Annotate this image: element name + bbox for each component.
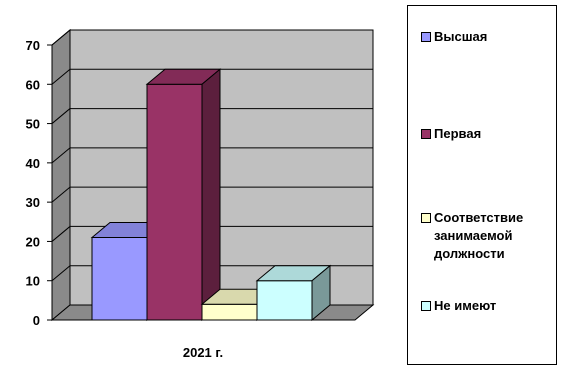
bar-vysshaya-front [91,237,148,321]
gridline-side [51,147,71,164]
legend-item-ne-imeyut: Не имеют [421,297,553,315]
legend-swatch-sootvetstvie [421,213,431,223]
gridline-side [51,226,71,242]
legend-label-sootvetstvie-line1: Соответствие [434,210,524,225]
bar-ne-imeyut-front [256,280,313,321]
bar-sootvetstvie-front [201,303,258,321]
gridline-side [51,108,71,124]
legend-item-sootvetstvie: Соответствие занимаемой должности [421,209,553,263]
y-tick-label: 10 [26,274,40,289]
x-category-label: 2021 г. [183,345,223,360]
gridline-side [51,29,71,46]
gridline-side [51,68,71,85]
legend-item-pervaya: Первая [421,125,553,143]
y-tick-label: 30 [26,195,40,210]
bar-ne-imeyut [255,264,332,322]
bar-chart-3d: 0 10 20 30 40 50 60 70 2021 г. [26,28,375,360]
side-wall [51,28,71,322]
y-tick-label: 50 [26,117,40,132]
gridline-side [51,265,71,282]
y-axis-ticks: 0 10 20 30 40 50 60 70 [26,38,53,328]
gridline-side [51,186,71,203]
bar-pervaya-front [146,83,203,321]
bar-pervaya-side [201,68,221,322]
legend-swatch-ne-imeyut [421,301,431,311]
legend-label-pervaya: Первая [434,126,482,141]
y-tick-label: 20 [26,234,40,249]
legend-label-sootvetstvie-line3: должности [434,246,505,261]
legend-swatch-vysshaya [421,32,431,42]
legend-label-vysshaya: Высшая [434,29,488,44]
y-tick-label: 0 [33,313,40,328]
bar-pervaya [145,68,222,322]
legend-label-ne-imeyut: Не имеют [434,298,497,313]
legend-item-vysshaya: Высшая [421,28,553,46]
legend-label-sootvetstvie-line2: занимаемой [434,228,513,243]
bar-ne-imeyut-side [311,264,331,322]
y-tick-label: 70 [26,38,40,53]
bars [90,68,332,322]
legend: Высшая Первая Соответствие занимаемой до… [407,5,557,365]
x-axis-labels: 2021 г. [183,345,223,360]
y-tick-label: 60 [26,77,40,92]
legend-swatch-pervaya [421,129,431,139]
y-tick-label: 40 [26,156,40,171]
